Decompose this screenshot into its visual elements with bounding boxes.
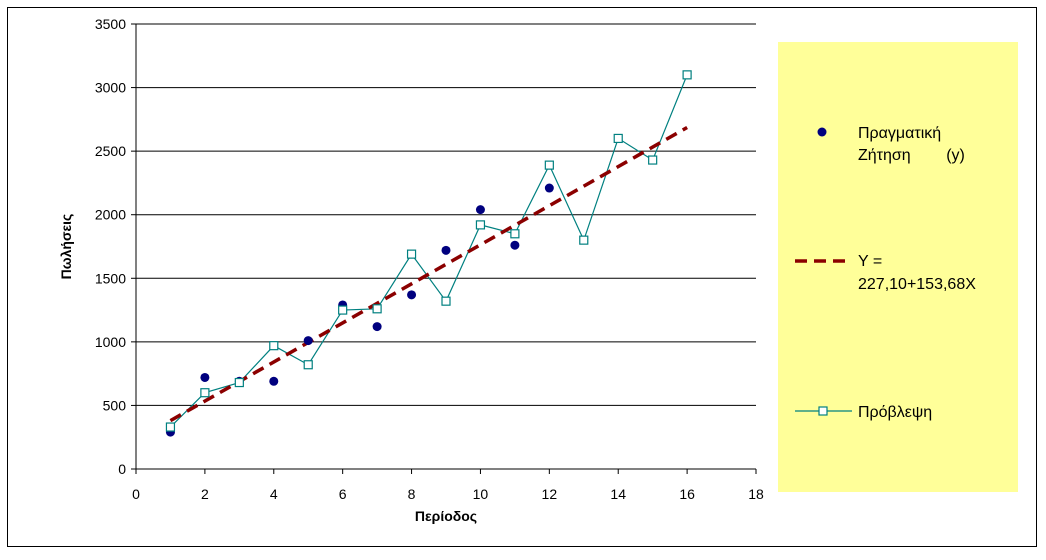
actual-point-11 [510, 240, 520, 250]
x-tick-label-2: 2 [201, 486, 209, 502]
legend-trend-label-line2: 227,10+153,68X [858, 276, 976, 293]
legend-box [778, 42, 1018, 492]
actual-point-7 [372, 322, 382, 332]
actual-point-2 [200, 372, 210, 382]
y-tick-label-1500: 1500 [95, 270, 126, 286]
actual-point-5 [303, 336, 313, 346]
trend-line [169, 125, 688, 423]
forecast-point-9 [441, 296, 451, 306]
forecast-point-3 [234, 377, 244, 388]
legend-trend-label-line1: Y = [858, 253, 882, 270]
forecast-point-7 [372, 304, 382, 314]
legend-actual-label-line1: Πραγματική [858, 125, 941, 142]
forecast-point-14 [613, 133, 623, 144]
actual-point-9 [441, 245, 451, 255]
y-tick-label-0: 0 [118, 461, 126, 477]
actual-point-4 [269, 376, 279, 386]
y-tick-label-3000: 3000 [95, 80, 126, 96]
legend-actual-label-line2: Ζήτηση (y) [858, 147, 965, 164]
forecast-point-10 [475, 220, 486, 230]
legend-actual-marker [817, 127, 827, 137]
forecast-point-1 [165, 422, 176, 432]
y-tick-label-1000: 1000 [95, 334, 126, 350]
forecast-point-5 [303, 360, 313, 370]
forecast-point-2 [200, 388, 210, 398]
y-tick-label-2000: 2000 [95, 207, 126, 223]
x-tick-label-18: 18 [748, 486, 764, 502]
forecast-point-13 [579, 235, 589, 245]
forecast-point-8 [406, 249, 417, 259]
x-tick-label-0: 0 [132, 486, 140, 502]
forecast-point-6 [338, 305, 348, 315]
actual-point-10 [475, 205, 485, 215]
actual-point-12 [544, 183, 554, 193]
x-axis-label: Περίοδος [415, 508, 477, 524]
legend-forecast-marker [818, 406, 828, 416]
x-tick-label-16: 16 [679, 486, 695, 502]
y-tick-label-2500: 2500 [95, 143, 126, 159]
legend-forecast-label: Πρόβλεψη [858, 404, 932, 421]
chart-border [7, 7, 1037, 547]
y-tick-label-3500: 3500 [95, 16, 126, 32]
forecast-point-16 [682, 70, 692, 80]
plot-area: 0 500 1000 1500 2000 2500 3000 3500 0 2 4 6 8 10 12 14 1… [58, 16, 764, 524]
x-tick-label-8: 8 [408, 486, 416, 502]
x-tick-label-12: 12 [542, 486, 558, 502]
y-axis-label: Πωλήσεις [58, 214, 74, 280]
x-tick-label-14: 14 [610, 486, 626, 502]
x-tick-label-10: 10 [473, 486, 489, 502]
forecast-point-4 [269, 341, 279, 351]
actual-point-8 [407, 290, 417, 300]
x-tick-label-4: 4 [270, 486, 278, 502]
y-tick-label-500: 500 [103, 397, 127, 413]
forecast-point-11 [510, 229, 520, 239]
forecast-line [170, 74, 688, 428]
forecast-point-12 [544, 160, 554, 170]
x-tick-label-6: 6 [339, 486, 347, 502]
legend: Πραγματική Ζήτηση (y) Y = 227,10+153,68X… [778, 42, 1018, 492]
forecast-point-15 [648, 155, 658, 165]
